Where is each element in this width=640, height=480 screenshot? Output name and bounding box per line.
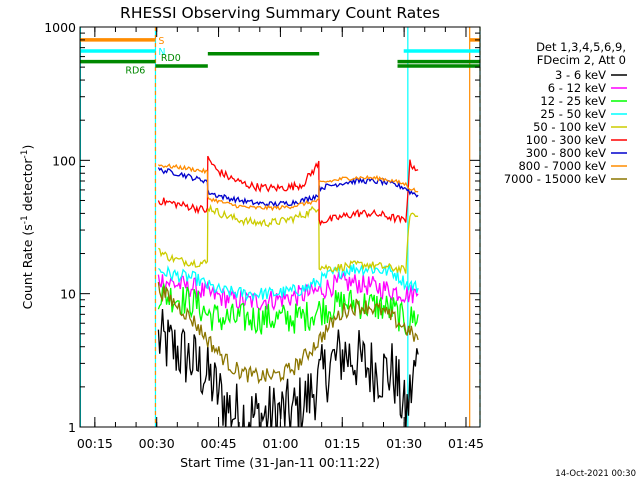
legend-entry-label: 6 - 12 keV [548, 81, 606, 95]
footer-date: 14-Oct-2021 00:30 [555, 469, 636, 479]
y-tick-label: 1000 [44, 20, 76, 35]
x-tick-label: 00:30 [139, 436, 175, 451]
x-tick-label: 01:45 [448, 436, 484, 451]
series-line-4 [158, 203, 419, 275]
y-tick-label: 1 [68, 420, 76, 435]
legend-entry-label: 25 - 50 keV [540, 107, 606, 121]
x-axis-label: Start Time (31-Jan-11 00:11:22) [180, 455, 380, 470]
y-tick-label: 10 [60, 287, 76, 302]
x-axis: 00:15 00:30 00:45 01:00 01:15 01:30 01:45 [77, 27, 484, 451]
y-axis-label: Count Rate (s-1 detector-1) [20, 145, 35, 310]
legend-entry-label: 7000 - 15000 keV [504, 172, 606, 186]
series-line-7 [157, 163, 419, 212]
legend-entry-label: 3 - 6 keV [555, 68, 606, 82]
y-axis: 1 10 100 1000 [44, 20, 480, 435]
series-line-1 [157, 270, 419, 311]
flag-label-rd6: RD6 [125, 66, 145, 77]
legend-header-line: Det 1,3,4,5,6,9, [536, 40, 626, 54]
legend: Det 1,3,4,5,6,9,FDecim 2, Att 03 - 6 keV… [504, 40, 627, 186]
series-line-3 [158, 263, 419, 302]
series-line-8 [157, 282, 419, 385]
x-tick-label: 00:15 [77, 436, 113, 451]
legend-entry-label: 800 - 7000 keV [518, 159, 606, 173]
x-tick-label: 00:45 [201, 436, 237, 451]
y-axis-label-end: ) [20, 145, 35, 150]
flag-label-n: N [158, 47, 165, 58]
chart-title: RHESSI Observing Summary Count Rates [120, 4, 440, 22]
series-line-6 [157, 167, 419, 209]
x-tick-label: 01:30 [386, 436, 422, 451]
y-axis-label-main: Count Rate (s [20, 224, 35, 309]
x-tick-label: 01:00 [262, 436, 298, 451]
flag-label-s: S [158, 36, 164, 47]
legend-entry-label: 300 - 800 keV [526, 146, 606, 160]
y-axis-label-sup2: -1 [20, 150, 30, 159]
flag-label-rd0: RD0 [161, 53, 181, 64]
legend-entry-label: 100 - 300 keV [526, 133, 606, 147]
y-tick-label: 100 [52, 153, 76, 168]
series-group [157, 155, 419, 427]
series-line-0 [157, 309, 419, 427]
x-tick-label: 01:15 [324, 436, 360, 451]
legend-header-line: FDecim 2, Att 0 [537, 53, 626, 67]
y-axis-label-mid: detector [20, 158, 35, 216]
legend-entry-label: 50 - 100 keV [533, 120, 606, 134]
legend-entry-label: 12 - 25 keV [540, 94, 606, 108]
y-axis-label-sup1: -1 [20, 215, 30, 224]
flag-rd0 [155, 52, 480, 68]
series-line-5 [157, 155, 419, 227]
